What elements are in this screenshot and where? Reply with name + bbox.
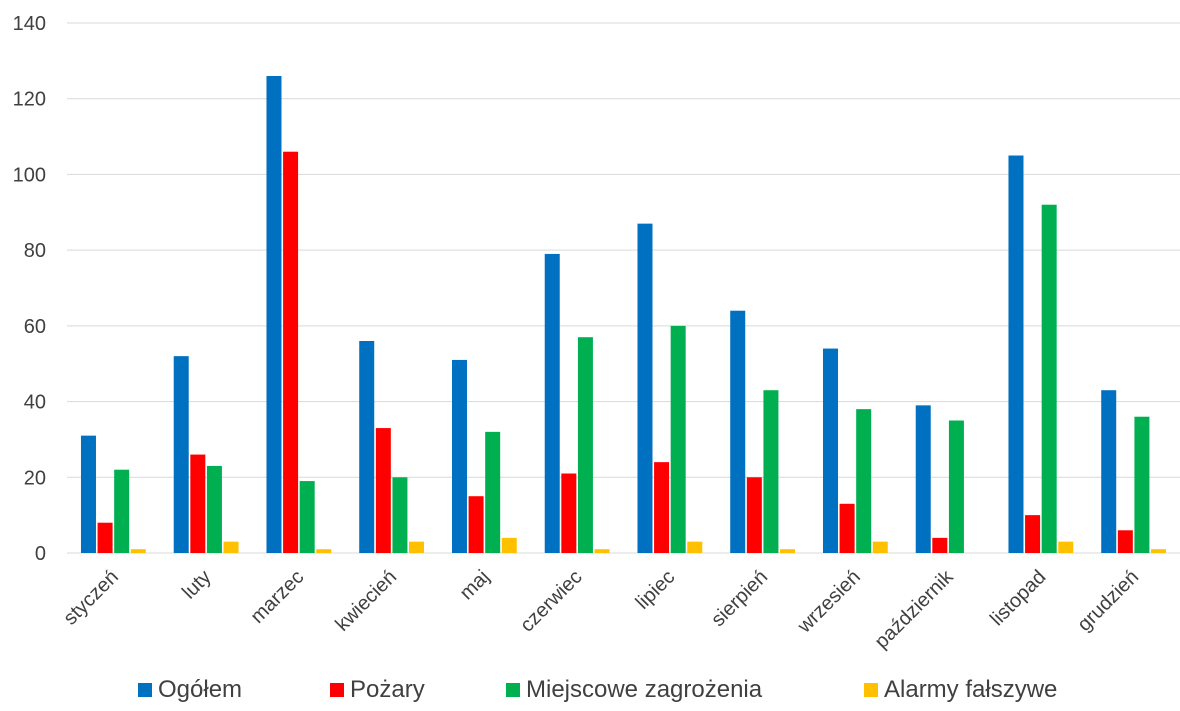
legend-item: Miejscowe zagrożenia [506,672,762,708]
x-tick-label: marzec [246,566,308,628]
bar [915,405,931,553]
legend-item: Ogółem [138,672,242,708]
bar [839,503,855,553]
legend-label: Miejscowe zagrożenia [526,676,763,703]
bar [451,359,467,553]
y-tick-label: 40 [24,392,46,414]
legend-swatch [506,683,520,697]
bar [173,356,189,553]
bar [872,541,888,553]
bar [1101,390,1117,553]
bar [763,390,779,553]
bar [594,549,610,553]
x-tick-label: czerwiec [516,566,587,637]
bar [1025,515,1041,553]
bar [730,310,746,553]
bar [80,435,96,553]
bar [485,431,501,553]
bar [266,76,282,553]
bar [1058,541,1074,553]
x-axis-ticks: styczeń luty marzec kwiecień maj czerwiec lipi… [59,565,1143,653]
bar [561,473,577,553]
bar [190,454,206,553]
y-tick-label: 60 [24,316,46,338]
legend-swatch [330,683,344,697]
x-tick-label: wrzesień [793,566,865,638]
bar [375,428,391,553]
bar [544,253,560,553]
x-tick-label: kwiecień [331,566,401,636]
legend-label: Ogółem [158,676,243,703]
bar [316,549,332,553]
bar-chart: 0 20 40 60 80 100 120 140 styczeń luty marzec kwie… [13,13,1180,653]
bar [1041,204,1057,553]
bars [80,76,1167,553]
x-tick-label: listopad [986,566,1050,630]
bar [780,549,796,553]
legend-item: Alarmy fałszywe [864,672,1057,708]
bar [359,341,375,553]
x-tick-label: styczeń [59,566,123,630]
x-tick-label: luty [178,566,216,604]
bar [577,337,593,553]
y-tick-label: 100 [13,164,46,186]
bar [1008,155,1024,553]
legend-swatch [138,683,152,697]
x-tick-label: grudzień [1073,566,1143,636]
bar [932,537,948,553]
bar [223,541,239,553]
bar [468,496,484,553]
bar [1117,530,1133,553]
bar [392,477,408,553]
bar [654,462,670,553]
y-tick-label: 140 [13,13,46,35]
gridlines [67,22,1180,554]
legend-label: Pożary [350,676,425,703]
x-tick-label: październik [871,565,959,653]
bar [746,477,762,553]
bar [299,481,315,553]
bar [1151,549,1167,553]
legend-swatch [864,683,878,697]
y-tick-label: 20 [24,467,46,489]
bar [409,541,425,553]
bar [501,537,517,553]
x-tick-label: sierpień [707,566,772,631]
bar [283,151,299,553]
x-tick-label: lipiec [632,566,680,614]
bar [1134,416,1150,553]
bar [206,465,222,553]
x-tick-label: maj [456,566,494,604]
legend-item: Pożary [330,672,425,708]
y-tick-label: 80 [24,240,46,262]
bar [822,348,838,553]
bar [130,549,146,553]
bar [687,541,703,553]
bar [114,469,130,553]
bar [856,409,872,553]
y-axis-ticks: 0 20 40 60 80 100 120 140 [13,13,46,565]
legend: Ogółem Pożary Miejscowe zagrożenia Alarmy f… [0,672,1180,708]
y-tick-label: 120 [13,89,46,111]
legend-label: Alarmy fałszywe [884,676,1058,703]
bar [670,325,686,553]
bar [97,522,113,553]
bar [948,420,964,553]
y-tick-label: 0 [35,543,46,565]
bar [637,223,653,553]
